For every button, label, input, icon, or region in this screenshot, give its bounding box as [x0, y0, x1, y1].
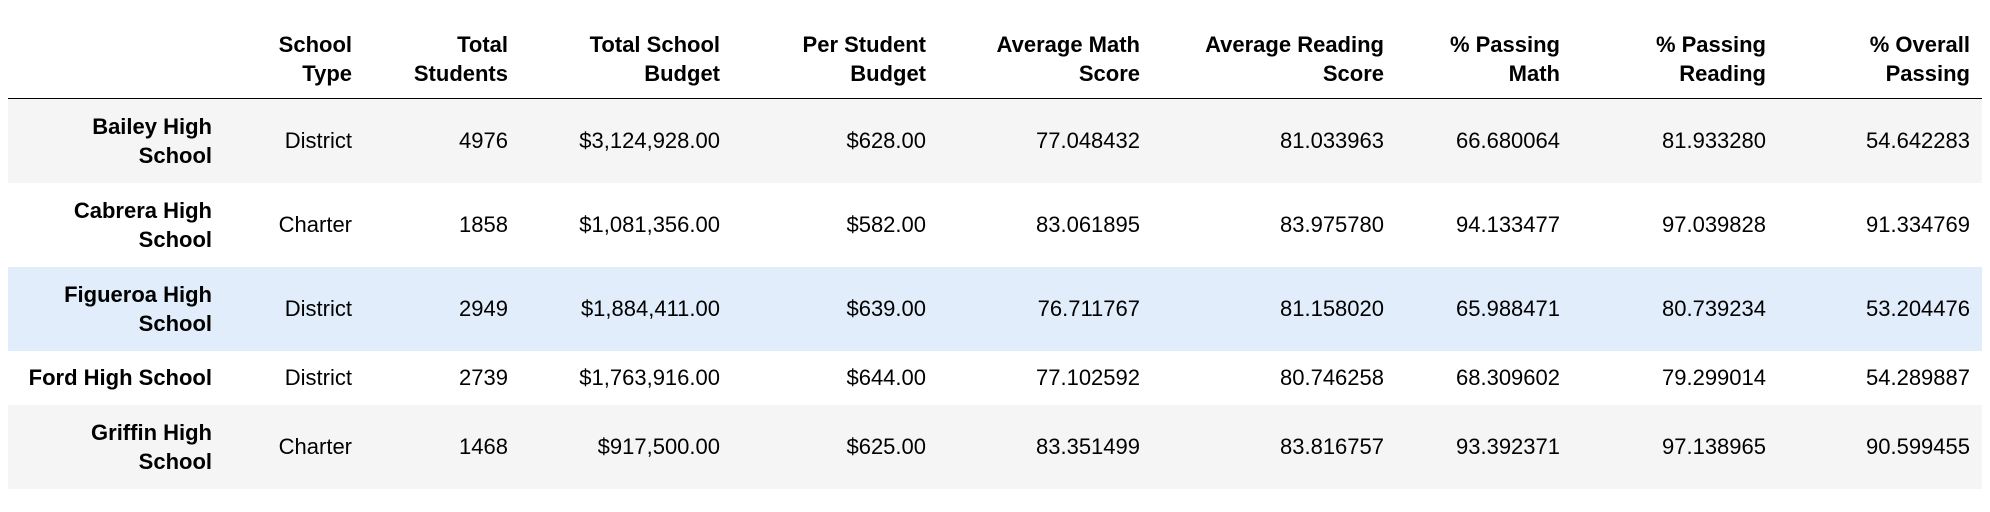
cell-average-math-score: 77.048432	[1036, 127, 1140, 153]
cell-overall-passing: 54.289887	[1866, 364, 1970, 390]
cell-passing-math: 94.133477	[1456, 211, 1560, 237]
cell-passing-math: 68.309602	[1456, 364, 1560, 390]
cell-overall-passing: 54.642283	[1866, 127, 1970, 153]
header-overall-passing: % Overall Passing	[1778, 30, 1982, 99]
table-header: School Type Total Students Total School …	[8, 30, 1982, 99]
cell-passing-reading: 80.739234	[1662, 295, 1766, 321]
cell-total-school-budget: $3,124,928.00	[579, 127, 720, 153]
cell-school-type: District	[284, 127, 352, 153]
cell-total-students: 2949	[459, 295, 508, 321]
header-average-math-score: Average Math Score	[938, 30, 1152, 99]
cell-total-school-budget: $1,763,916.00	[579, 364, 720, 390]
cell-passing-math: 65.988471	[1456, 295, 1560, 321]
cell-school-type: Charter	[278, 433, 352, 459]
table-body: Bailey High School District 4976 $3,124,…	[8, 98, 1982, 489]
table-row: Ford High School District 2739 $1,763,91…	[8, 350, 1982, 405]
cell-total-students: 1468	[459, 433, 508, 459]
table-row: Cabrera High School Charter 1858 $1,081,…	[8, 182, 1982, 267]
cell-school-type: District	[284, 364, 352, 390]
header-per-student-budget: Per Student Budget	[732, 30, 938, 99]
header-total-school-budget: Total School Budget	[520, 30, 732, 99]
cell-school-type: Charter	[278, 211, 352, 237]
row-label-school: Cabrera High School	[73, 197, 212, 252]
header-row: School Type Total Students Total School …	[8, 30, 1982, 99]
cell-average-reading-score: 83.816757	[1280, 433, 1384, 459]
header-school-type: School Type	[224, 30, 364, 99]
row-label-school: Ford High School	[28, 365, 212, 390]
cell-total-school-budget: $1,081,356.00	[579, 211, 720, 237]
school-summary-table: School Type Total Students Total School …	[8, 30, 1982, 489]
cell-overall-passing: 90.599455	[1866, 433, 1970, 459]
cell-per-student-budget: $639.00	[846, 295, 926, 321]
table-row-hovered: Figueroa High School District 2949 $1,88…	[8, 266, 1982, 351]
cell-overall-passing: 53.204476	[1866, 295, 1970, 321]
cell-per-student-budget: $644.00	[846, 364, 926, 390]
cell-overall-passing: 91.334769	[1866, 211, 1970, 237]
row-label-school: Figueroa High School	[64, 281, 212, 336]
table-row: Bailey High School District 4976 $3,124,…	[8, 98, 1982, 183]
row-label-school: Griffin High School	[91, 419, 212, 474]
header-index	[8, 30, 224, 99]
header-average-reading-score: Average Reading Score	[1152, 30, 1396, 99]
cell-total-students: 2739	[459, 364, 508, 390]
table-row: Griffin High School Charter 1468 $917,50…	[8, 404, 1982, 489]
cell-per-student-budget: $628.00	[846, 127, 926, 153]
cell-per-student-budget: $625.00	[846, 433, 926, 459]
cell-average-math-score: 83.061895	[1036, 211, 1140, 237]
cell-average-reading-score: 81.158020	[1280, 295, 1384, 321]
cell-passing-reading: 81.933280	[1662, 127, 1766, 153]
cell-average-math-score: 76.711767	[1037, 295, 1140, 321]
cell-per-student-budget: $582.00	[846, 211, 926, 237]
cell-passing-math: 66.680064	[1456, 127, 1560, 153]
cell-average-reading-score: 83.975780	[1280, 211, 1384, 237]
cell-average-reading-score: 80.746258	[1280, 364, 1384, 390]
cell-total-students: 1858	[459, 211, 508, 237]
header-passing-reading: % Passing Reading	[1572, 30, 1778, 99]
cell-passing-math: 93.392371	[1456, 433, 1560, 459]
cell-average-math-score: 83.351499	[1036, 433, 1140, 459]
header-passing-math: % Passing Math	[1396, 30, 1572, 99]
cell-passing-reading: 97.138965	[1662, 433, 1766, 459]
row-label-school: Bailey High School	[92, 113, 212, 168]
cell-total-school-budget: $917,500.00	[597, 433, 720, 459]
cell-passing-reading: 97.039828	[1662, 211, 1766, 237]
cell-school-type: District	[284, 295, 352, 321]
header-total-students: Total Students	[364, 30, 520, 99]
cell-average-reading-score: 81.033963	[1280, 127, 1384, 153]
cell-total-school-budget: $1,884,411.00	[580, 295, 720, 321]
cell-passing-reading: 79.299014	[1662, 364, 1766, 390]
cell-total-students: 4976	[459, 127, 508, 153]
cell-average-math-score: 77.102592	[1036, 364, 1140, 390]
